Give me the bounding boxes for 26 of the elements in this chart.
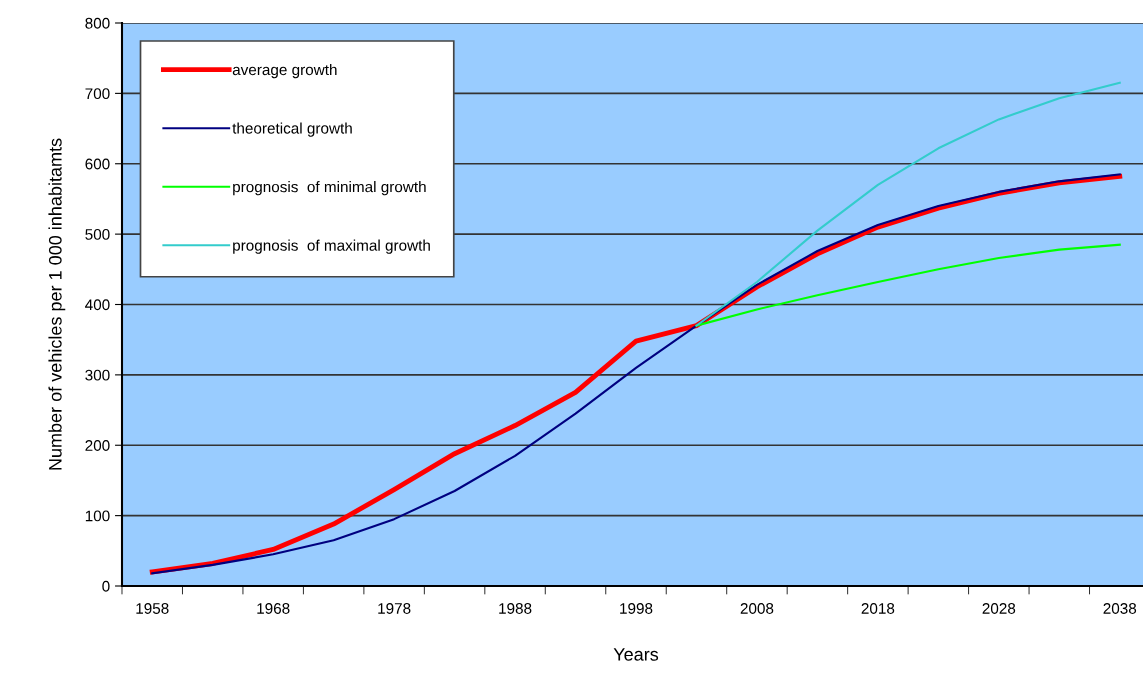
x-tick-label: 1998: [620, 603, 653, 614]
y-tick-label: 400: [85, 299, 110, 311]
x-tick-label: 1958: [136, 603, 169, 614]
x-tick-label: 1988: [499, 603, 532, 614]
x-tick-label: 1978: [378, 603, 411, 614]
y-tick-label: 0: [102, 580, 110, 592]
x-tick-label: 2038: [1103, 603, 1137, 614]
x-axis-title: Years: [613, 648, 659, 661]
y-tick-label: 300: [85, 369, 110, 381]
x-tick-label: 1968: [257, 603, 290, 614]
y-tick-label: 200: [85, 440, 110, 451]
y-tick-label: 800: [85, 17, 110, 29]
legend-label: prognosis of maximal growth: [233, 239, 430, 254]
legend-label: prognosis of minimal growth: [233, 181, 426, 196]
x-tick-label: 2028: [982, 603, 1016, 614]
line-series: [695, 243, 1121, 327]
x-tick-label: 2018: [861, 603, 895, 614]
y-tick-label: 600: [85, 158, 110, 170]
legend-label: theoretical growth: [232, 122, 352, 137]
y-tick-label: 500: [85, 228, 110, 240]
y-axis-title: Number of vehicles per 1 000 inhabitamts: [48, 138, 66, 470]
legend-label: average growth: [232, 63, 337, 79]
x-tick-label: 2008: [740, 603, 774, 614]
y-tick-label: 100: [85, 510, 110, 522]
y-tick-label: 700: [85, 88, 110, 100]
line-series: [695, 81, 1121, 327]
